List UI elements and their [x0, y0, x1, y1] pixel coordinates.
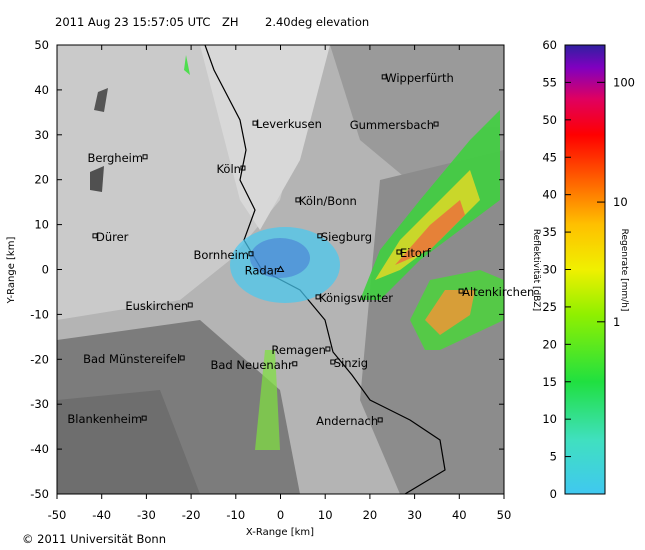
- x-tick-label: -10: [226, 508, 245, 522]
- place-marker: [295, 197, 301, 203]
- colorbar: [564, 44, 606, 495]
- y-tick-label: 40: [34, 83, 49, 97]
- place-label: Dürer: [96, 230, 129, 244]
- colorbar-tick-label: 35: [542, 225, 557, 239]
- place-label: Sinzig: [334, 356, 368, 370]
- x-tick-label: -30: [137, 508, 156, 522]
- y-tick-label: 30: [34, 128, 49, 142]
- x-axis-label: X-Range [km]: [246, 527, 314, 538]
- colorbar-tick-label: 20: [542, 337, 557, 351]
- place-marker: [179, 355, 185, 361]
- place-marker: [292, 361, 298, 367]
- place-marker: [381, 74, 387, 80]
- place-label: Gummersbach: [350, 118, 434, 132]
- rain-label: Regenrate [mm/h]: [619, 229, 629, 312]
- place-marker: [330, 359, 336, 365]
- colorbar-tick-label: 15: [542, 375, 557, 389]
- place-label: Blankenheim: [67, 412, 142, 426]
- x-tick-label: 50: [497, 508, 512, 522]
- colorbar-tick-label: 25: [542, 300, 557, 314]
- colorbar-tick-label: 55: [542, 75, 557, 89]
- colorbar-tick-label: 60: [542, 38, 557, 52]
- place-label: Bad Neuenahr: [211, 358, 294, 372]
- place-label: Euskirchen: [125, 299, 188, 313]
- place-marker: [458, 288, 464, 294]
- x-tick-label: 30: [407, 508, 422, 522]
- colorbar-tick-label: 10: [542, 412, 557, 426]
- title-time: 2011 Aug 23 15:57:05 UTC: [55, 15, 210, 29]
- place-label: Andernach: [316, 414, 378, 428]
- place-label: Köln/Bonn: [299, 194, 357, 208]
- title-product: ZH: [222, 15, 239, 29]
- rain-tick-label: 10: [613, 195, 628, 209]
- colorbar-tick-label: 45: [542, 150, 557, 164]
- place-label: Eitorf: [400, 246, 432, 260]
- y-axis-label: Y-Range [km]: [6, 237, 17, 305]
- colorbar-tick-label: 40: [542, 188, 557, 202]
- x-tick-label: 10: [318, 508, 333, 522]
- x-tick-label: -50: [48, 508, 67, 522]
- y-tick-label: -40: [30, 442, 49, 456]
- colorbar-tick-label: 0: [550, 487, 557, 501]
- copyright: © 2011 Universität Bonn: [22, 532, 166, 546]
- place-label: Radar: [245, 264, 279, 278]
- place-label: Bergheim: [87, 151, 143, 165]
- place-marker: [377, 417, 383, 423]
- place-label: Remagen: [271, 343, 325, 357]
- y-tick-label: 50: [34, 38, 49, 52]
- rain-tick-label: 1: [613, 315, 620, 329]
- y-tick-label: 20: [34, 173, 49, 187]
- colorbar-tick-label: 5: [550, 450, 557, 464]
- place-label: Altenkirchen: [462, 285, 534, 299]
- place-marker: [141, 415, 147, 421]
- place-marker: [433, 121, 439, 127]
- place-label: Königswinter: [319, 291, 393, 305]
- place-label: Siegburg: [321, 230, 372, 244]
- place-label: Köln: [216, 162, 241, 176]
- place-label: Bornheim: [193, 248, 249, 262]
- y-tick-label: -30: [30, 397, 49, 411]
- place-marker: [317, 233, 323, 239]
- colorbar-tick-label: 30: [542, 263, 557, 277]
- x-tick-label: -20: [182, 508, 201, 522]
- x-tick-label: 20: [363, 508, 378, 522]
- place-marker: [92, 233, 98, 239]
- radar-echoes: [184, 55, 504, 450]
- place-marker: [396, 249, 402, 255]
- colorbar-tick-label: 50: [542, 113, 557, 127]
- rain-tick-label: 100: [613, 75, 635, 89]
- x-tick-label: 0: [277, 508, 284, 522]
- place-marker: [325, 346, 331, 352]
- colorbar-label: Reflektivität [dBZ]: [531, 229, 541, 311]
- y-tick-label: -50: [30, 487, 49, 501]
- place-label: Bad Münstereifel: [83, 352, 180, 366]
- place-label: Leverkusen: [256, 117, 322, 131]
- place-marker: [240, 165, 246, 171]
- place-marker: [248, 251, 254, 257]
- place-marker: [315, 294, 321, 300]
- title-elevation: 2.40deg elevation: [265, 15, 369, 29]
- y-tick-label: -20: [30, 352, 49, 366]
- radar-marker: [276, 265, 285, 272]
- place-marker: [187, 302, 193, 308]
- place-marker: [252, 120, 258, 126]
- place-marker: [142, 154, 148, 160]
- y-tick-label: 0: [42, 263, 49, 277]
- x-tick-label: -40: [92, 508, 111, 522]
- y-tick-label: -10: [30, 307, 49, 321]
- y-tick-label: 10: [34, 218, 49, 232]
- x-tick-label: 40: [452, 508, 467, 522]
- place-label: Wipperfürth: [385, 71, 454, 85]
